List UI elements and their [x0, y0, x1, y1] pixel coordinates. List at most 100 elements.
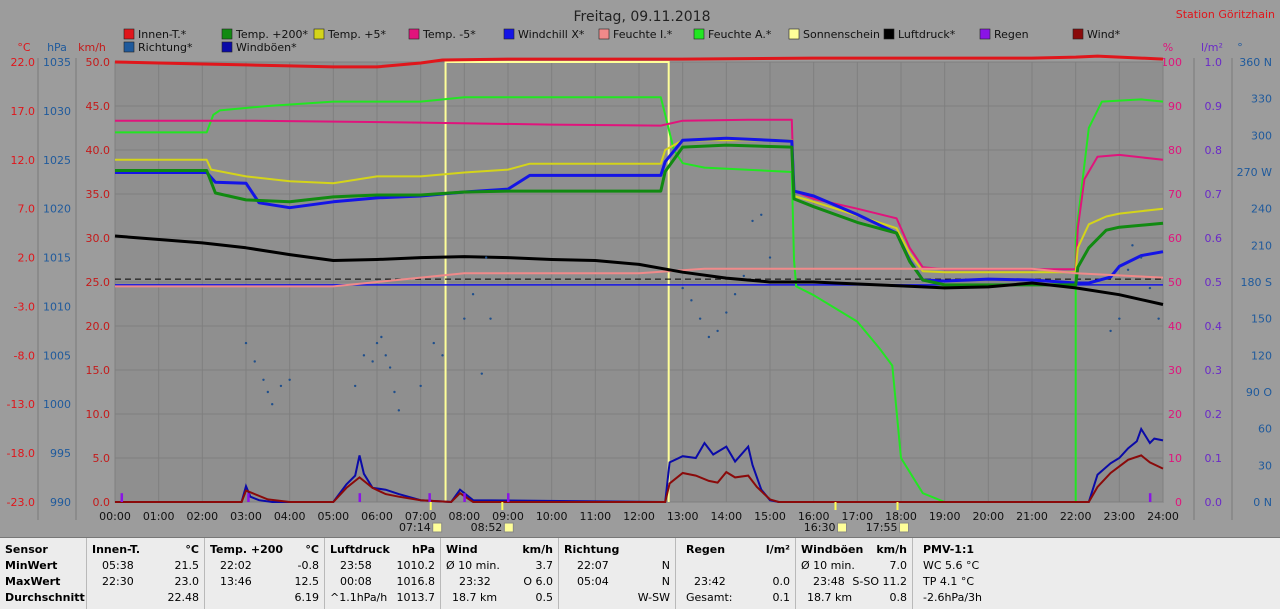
- stats-time: 23:32: [459, 575, 491, 588]
- rain-bar: [120, 493, 124, 502]
- direction-point: [716, 329, 719, 333]
- wind-tick-label: 50.0: [86, 56, 111, 69]
- legend-swatch: [598, 28, 610, 40]
- stats-header: Innen-T.: [92, 543, 141, 556]
- stats-pmv: PMV-1:1 WC 5.6 °C TP 4.1 °C -2.6hPa/3h: [913, 538, 1023, 609]
- direction-point: [1131, 244, 1134, 247]
- series-line-windchill-x-: [115, 136, 1164, 285]
- series-line-luftdruck-: [114, 234, 1164, 306]
- stats-time: 22:02: [220, 559, 252, 572]
- legend-swatch: [123, 41, 135, 53]
- direction-point: [1157, 317, 1160, 320]
- stats-value: 12.5: [294, 575, 320, 588]
- rain-bar: [463, 493, 466, 502]
- direction-tick-label: 0 N: [1253, 496, 1272, 509]
- stats-gusts: Windböen km/h Ø 10 min. 7.0 23:48 S-SO 11.2…: [796, 538, 913, 609]
- humidity-tick-label: 10: [1168, 452, 1182, 465]
- stats-time: 23:42: [694, 575, 726, 588]
- x-tick-label: 02:00: [186, 510, 218, 523]
- x-tick-label: 09:00: [492, 510, 524, 523]
- stats-value: S-SO 11.2: [852, 575, 907, 588]
- x-tick-label: 20:00: [972, 510, 1004, 523]
- legend-label: Windchill X*: [518, 28, 585, 41]
- stats-air-pressure: Luftdruck hPa 23:58 1010.2 00:08 1016.8 ^1.…: [325, 538, 441, 609]
- x-tick-label: 21:00: [1016, 510, 1048, 523]
- stats-time: 23:58: [340, 559, 372, 572]
- rain_lm2-unit-label: l/m²: [1201, 41, 1223, 54]
- direction-point: [1126, 268, 1130, 271]
- series-line-windb-en-: [115, 426, 1164, 504]
- direction-point: [244, 341, 248, 345]
- sun-event-icon: [899, 522, 910, 533]
- x-tick-label: 16:00: [798, 510, 830, 523]
- stats-label: Ø 10 min.: [446, 559, 500, 572]
- x-tick-label: 10:00: [536, 510, 568, 523]
- legend-label: Feuchte I.*: [613, 28, 673, 41]
- pressure-tick-label: 1035: [43, 56, 71, 69]
- humidity-tick-label: 60: [1168, 232, 1182, 245]
- direction-point: [681, 286, 684, 290]
- direction-point: [742, 274, 745, 278]
- direction-tick-label: 120: [1251, 349, 1272, 362]
- stats-header: PMV-1:1: [923, 543, 974, 556]
- wind-tick-label: 5.0: [93, 452, 111, 465]
- stats-value: 23.0: [174, 575, 200, 588]
- direction-point: [698, 317, 702, 320]
- legend-label: Feuchte A.*: [708, 28, 772, 41]
- direction-point: [271, 403, 274, 406]
- direction-point: [489, 317, 492, 320]
- sun-event-label: 17:55: [866, 521, 898, 534]
- stats-value: 0.8: [889, 591, 908, 604]
- x-tick-label: 22:00: [1060, 510, 1092, 523]
- stats-header: Windböen: [801, 543, 864, 556]
- stats-trend: ^1.1hPa/h: [330, 591, 388, 604]
- stats-unit: l/m²: [765, 543, 790, 556]
- direction-point: [262, 378, 265, 381]
- direction-point: [375, 341, 379, 345]
- stats-unit: km/h: [522, 543, 553, 556]
- direction-point: [768, 256, 772, 259]
- direction-tick-label: 240: [1251, 203, 1272, 216]
- direction-unit-label: °: [1237, 41, 1243, 54]
- direction-tick-label: 30: [1258, 459, 1272, 472]
- x-tick-label: 18:00: [885, 510, 917, 523]
- pressure-tick-label: 1030: [43, 105, 71, 118]
- wind-tick-label: 35.0: [86, 188, 111, 201]
- chart-title: Freitag, 09.11.2018: [574, 9, 711, 25]
- stats-header: Luftdruck: [330, 543, 390, 556]
- pressure-tick-label: 1010: [43, 300, 71, 313]
- direction-point: [266, 390, 270, 394]
- wind-tick-label: 0.0: [93, 496, 111, 509]
- legend-label: Temp. +5*: [327, 28, 387, 41]
- humidity-tick-label: 30: [1168, 364, 1182, 377]
- direction-point: [371, 360, 374, 363]
- direction-point: [397, 409, 401, 412]
- rain-tick-label: 0.3: [1205, 364, 1223, 377]
- wind-tick-label: 25.0: [86, 276, 111, 289]
- direction-point: [393, 390, 396, 394]
- stats-time: 00:08: [340, 575, 372, 588]
- pressure_hpa-unit-label: hPa: [47, 41, 67, 54]
- direction-tick-label: 330: [1251, 93, 1272, 106]
- stats-value: 22.48: [167, 591, 200, 604]
- stats-value: W-SW: [637, 591, 670, 604]
- pressure-tick-label: 995: [50, 447, 71, 460]
- direction-tick-label: 180 S: [1241, 276, 1272, 289]
- stats-row-label: Sensor: [5, 543, 48, 556]
- legend-swatch: [123, 28, 135, 40]
- stats-rain: Regen l/m² 23:42 0.0 Gesamt: 0.1: [676, 538, 796, 609]
- pressure-tick-label: 990: [50, 496, 71, 509]
- series-line-wind-: [115, 454, 1164, 504]
- pressure-tick-label: 1005: [43, 349, 71, 362]
- stats-value: -2.6hPa/3h: [923, 591, 982, 604]
- legend-swatch: [221, 41, 233, 53]
- temp_c-unit-label: °C: [17, 41, 31, 54]
- stats-row-label: MinWert: [5, 559, 58, 572]
- direction-point: [760, 213, 763, 216]
- stats-value: N: [661, 559, 670, 572]
- stats-value: TP 4.1 °C: [923, 575, 975, 588]
- temperature-tick-label: 17.0: [11, 105, 36, 118]
- stats-time: 23:48: [813, 575, 845, 588]
- stats-header: Regen: [686, 543, 726, 556]
- x-tick-label: 05:00: [317, 510, 349, 523]
